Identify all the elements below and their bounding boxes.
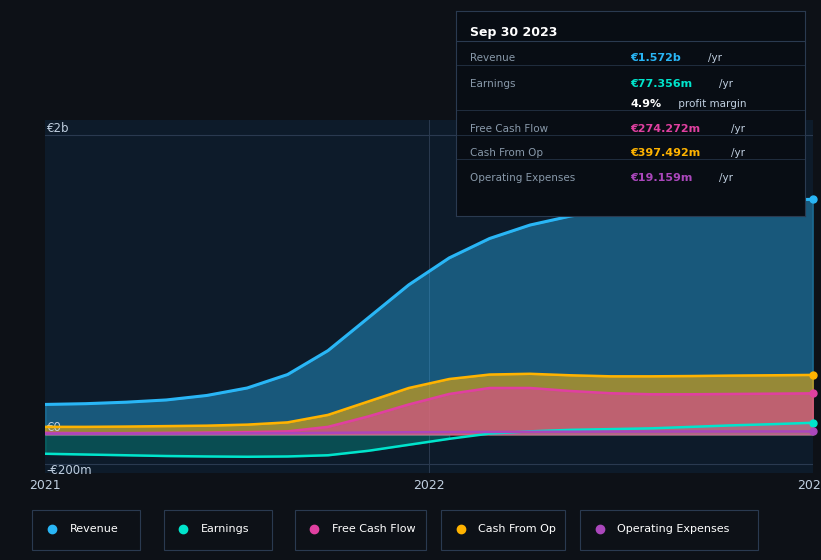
Text: Operating Expenses: Operating Expenses [470,173,575,183]
Text: /yr: /yr [731,148,745,158]
Text: /yr: /yr [719,173,733,183]
Text: €274.272m: €274.272m [631,124,700,134]
Text: Sep 30 2023: Sep 30 2023 [470,26,557,39]
Text: 4.9%: 4.9% [631,99,661,109]
Text: €397.492m: €397.492m [631,148,700,158]
Text: /yr: /yr [719,79,733,89]
Text: /yr: /yr [731,124,745,134]
Text: Earnings: Earnings [200,524,249,534]
Text: €19.159m: €19.159m [631,173,692,183]
Text: /yr: /yr [709,53,722,63]
Text: profit margin: profit margin [675,99,746,109]
Text: Revenue: Revenue [470,53,515,63]
Text: €1.572b: €1.572b [631,53,681,63]
Text: -€200m: -€200m [47,464,92,477]
Text: Cash From Op: Cash From Op [470,148,543,158]
Text: Cash From Op: Cash From Op [479,524,557,534]
Text: Revenue: Revenue [70,524,118,534]
Text: €77.356m: €77.356m [631,79,692,89]
Text: Free Cash Flow: Free Cash Flow [332,524,415,534]
Text: Free Cash Flow: Free Cash Flow [470,124,548,134]
Text: €2b: €2b [47,122,69,136]
Text: Operating Expenses: Operating Expenses [617,524,730,534]
Text: Earnings: Earnings [470,79,515,89]
Text: €0: €0 [47,421,62,435]
